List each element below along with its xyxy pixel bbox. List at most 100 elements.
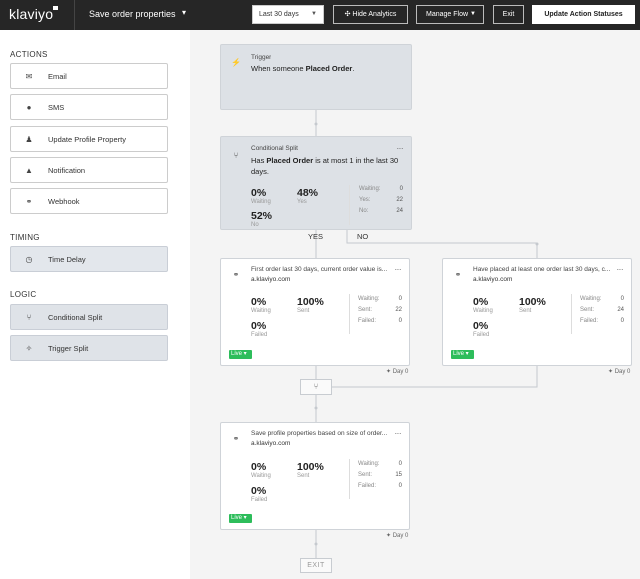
stat-label: Waiting:	[358, 296, 380, 302]
sidebar-item-time-delay[interactable]: ◷ Time Delay	[10, 246, 168, 272]
stats-divider	[349, 185, 350, 225]
stat-value: 0	[620, 296, 624, 302]
live-status-badge[interactable]: Live ▾	[229, 514, 252, 523]
person-icon: ♟	[25, 135, 33, 144]
clock-icon: ◷	[25, 255, 33, 264]
stat-label: Failed:	[580, 318, 599, 324]
sidebar: ACTIONS ✉ Email ● SMS ♟ Update Profile P…	[0, 30, 190, 579]
webhook-title: Save profile properties based on size of…	[251, 430, 388, 437]
waiting-percent: 0%	[251, 296, 267, 308]
split-waiting-label: Waiting	[251, 199, 271, 205]
webhook-card-right[interactable]: ⚭ Have placed at least one order last 30…	[442, 258, 632, 366]
webhook-icon: ⚭	[25, 197, 33, 206]
no-branch-label: NO	[357, 232, 369, 241]
webhook-card-left[interactable]: ⚭ First order last 30 days, current orde…	[220, 258, 410, 366]
topbar-divider	[74, 0, 75, 30]
sidebar-item-webhook[interactable]: ⚭ Webhook	[10, 188, 168, 214]
klaviyo-logo[interactable]: klaviyo	[9, 6, 54, 22]
chevron-down-icon[interactable]: ▾	[182, 8, 187, 17]
webhook-icon: ⚭	[232, 434, 240, 443]
sidebar-item-sms[interactable]: ● SMS	[10, 94, 168, 120]
flow-canvas[interactable]: ⚡ Trigger When someone Placed Order. ⑂ C…	[190, 30, 640, 579]
sidebar-item-trigger-split[interactable]: ✧ Trigger Split	[10, 335, 168, 361]
flow-connector-lines	[314, 110, 539, 558]
sidebar-item-notification[interactable]: ▲ Notification	[10, 157, 168, 183]
manage-flow-label: Manage Flow	[426, 11, 469, 18]
split-stat-label: No:	[359, 208, 369, 214]
more-options-icon[interactable]: ···	[616, 265, 624, 274]
trigger-card[interactable]: ⚡ Trigger When someone Placed Order.	[220, 44, 412, 110]
timing-section-label: TIMING	[10, 233, 40, 242]
sidebar-item-label: Trigger Split	[48, 344, 89, 353]
sent-label: Sent	[519, 308, 532, 314]
webhook-url: a.klaviyo.com	[251, 276, 291, 283]
chevron-down-icon: ▼	[311, 11, 317, 17]
stat-label: Waiting:	[358, 461, 380, 467]
sidebar-item-email[interactable]: ✉ Email	[10, 63, 168, 89]
webhook-url: a.klaviyo.com	[251, 440, 291, 447]
sidebar-item-label: Time Delay	[48, 255, 86, 264]
failed-label: Failed	[251, 497, 268, 503]
actions-section-label: ACTIONS	[10, 50, 48, 59]
split-no-label: No	[251, 222, 259, 228]
split-icon: ⑂	[233, 151, 239, 160]
stat-value: 0	[398, 318, 402, 324]
conditional-split-card[interactable]: ⑂ Conditional Split ··· Has Placed Order…	[220, 136, 412, 230]
envelope-icon: ✉	[25, 72, 33, 81]
eye-icon: ✣	[344, 11, 353, 18]
waiting-label: Waiting	[473, 308, 493, 314]
live-status-badge[interactable]: Live ▾	[229, 350, 252, 359]
live-status-badge[interactable]: Live ▾	[451, 350, 474, 359]
flow-name[interactable]: Save order properties	[89, 9, 176, 19]
sidebar-item-label: Email	[48, 72, 67, 81]
stat-label: Waiting:	[580, 296, 602, 302]
stat-value: 0	[620, 318, 624, 324]
sidebar-item-label: Conditional Split	[48, 313, 103, 322]
webhook-title: First order last 30 days, current order …	[251, 266, 388, 273]
sidebar-item-update-profile-property[interactable]: ♟ Update Profile Property	[10, 126, 168, 152]
hide-analytics-button[interactable]: ✣ Hide Analytics	[333, 5, 408, 24]
delay-label: ✦ Day 0	[608, 369, 631, 375]
delay-label: ✦ Day 0	[386, 369, 409, 375]
sidebar-item-label: Webhook	[48, 197, 80, 206]
waiting-label: Waiting	[251, 473, 271, 479]
exit-button[interactable]: Exit	[493, 5, 524, 24]
stat-label: Sent:	[358, 307, 373, 313]
sidebar-item-conditional-split[interactable]: ⑂ Conditional Split	[10, 304, 168, 330]
date-range-value: Last 30 days	[259, 11, 299, 18]
stat-value: 22	[395, 307, 402, 313]
stat-label: Failed:	[358, 483, 377, 489]
webhook-icon: ⚭	[232, 270, 240, 279]
split-icon: ⑂	[26, 313, 32, 322]
split-yes-label: Yes	[297, 199, 307, 205]
stat-value: 15	[395, 472, 402, 478]
waiting-label: Waiting	[251, 308, 271, 314]
more-options-icon[interactable]: ···	[394, 429, 402, 438]
trigger-title: Trigger	[251, 54, 272, 61]
split-stat-value: 0	[399, 186, 403, 192]
update-action-statuses-button[interactable]: Update Action Statuses	[532, 5, 635, 24]
webhook-url: a.klaviyo.com	[473, 276, 513, 283]
webhook-card-bottom[interactable]: ⚭ Save profile properties based on size …	[220, 422, 410, 530]
split-no-percent: 52%	[251, 210, 273, 222]
more-options-icon[interactable]: ···	[394, 265, 402, 274]
logo-flag-icon	[53, 6, 58, 10]
stats-divider	[571, 294, 572, 334]
more-options-icon[interactable]: ···	[396, 144, 404, 153]
stat-value: 24	[617, 307, 624, 313]
stat-value: 0	[398, 483, 402, 489]
split-stat-label: Yes:	[359, 197, 371, 203]
split-title: Conditional Split	[251, 145, 298, 152]
date-range-select[interactable]: Last 30 days ▼	[252, 5, 324, 24]
stats-divider	[349, 459, 350, 499]
split-stat-value: 22	[396, 197, 403, 203]
trigger-description: When someone Placed Order.	[251, 64, 355, 73]
failed-percent: 0%	[251, 485, 267, 497]
sent-percent: 100%	[297, 461, 324, 473]
split-stat-label: Waiting:	[359, 186, 381, 192]
hide-analytics-label: Hide Analytics	[352, 11, 397, 18]
sidebar-item-label: Update Profile Property	[48, 135, 126, 144]
manage-flow-button[interactable]: Manage Flow ▼	[416, 5, 484, 24]
stats-divider	[349, 294, 350, 334]
failed-percent: 0%	[251, 320, 267, 332]
